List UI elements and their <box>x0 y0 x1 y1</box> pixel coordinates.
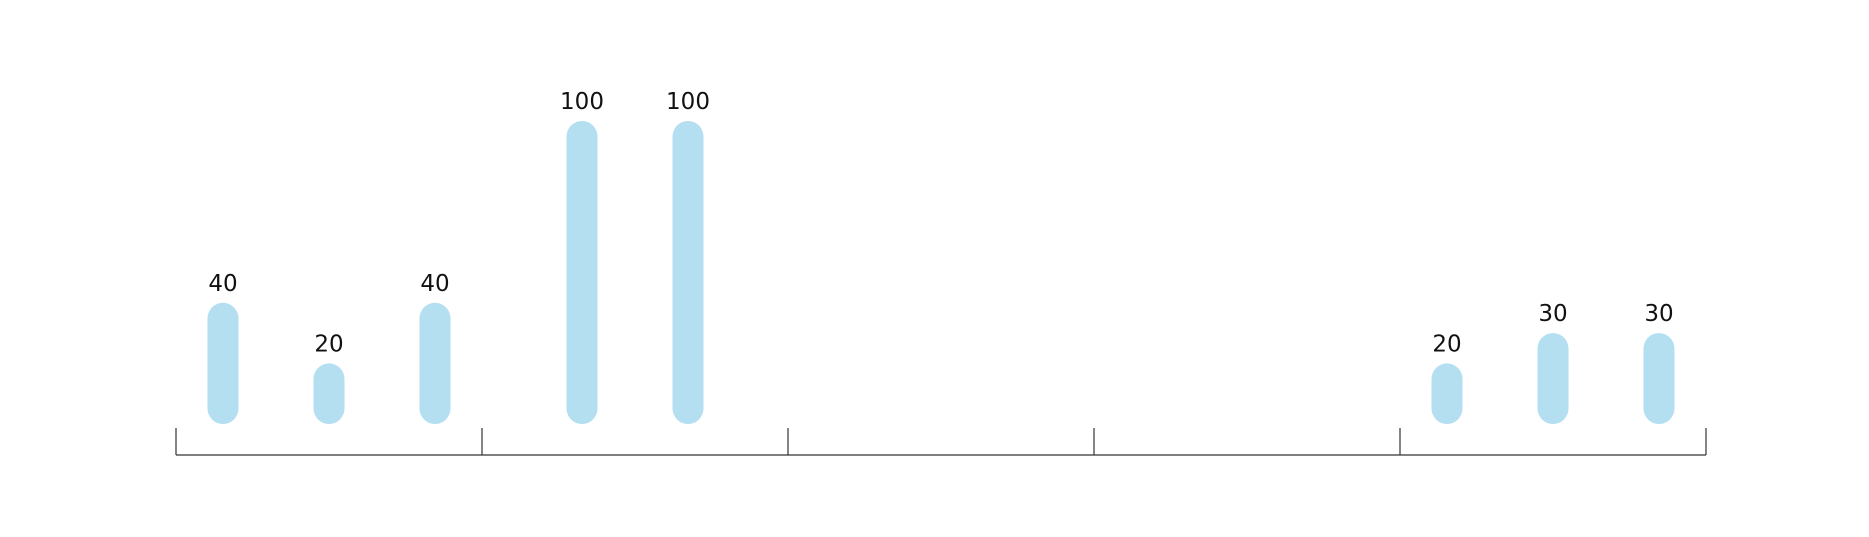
bars-layer <box>207 121 1675 424</box>
bar <box>672 121 704 424</box>
bar <box>313 363 345 424</box>
bar <box>1643 333 1675 424</box>
value-labels-layer: 40 20 40 100 100 20 30 30 <box>208 89 1673 357</box>
bar-value-label: 100 <box>560 89 604 115</box>
bar-value-label: 30 <box>1538 301 1567 327</box>
bar <box>419 302 451 424</box>
bar-value-label: 40 <box>208 271 237 297</box>
bar <box>207 302 239 424</box>
bar-value-label: 100 <box>666 89 710 115</box>
bar-value-label: 20 <box>314 331 343 357</box>
bar-value-label: 20 <box>1432 331 1461 357</box>
bar <box>1431 363 1463 424</box>
bar-value-label: 40 <box>420 271 449 297</box>
bar <box>566 121 598 424</box>
x-axis <box>175 428 1707 456</box>
bar <box>1537 333 1569 424</box>
bar-value-label: 30 <box>1644 301 1673 327</box>
